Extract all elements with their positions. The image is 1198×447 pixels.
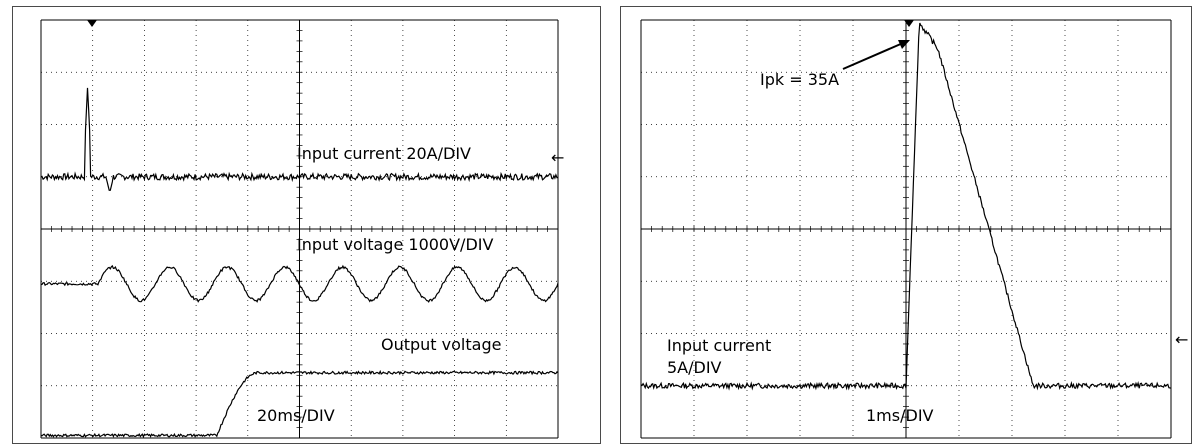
input-voltage-label: Input voltage 1000V/DIV	[297, 235, 493, 254]
trace-output-voltage	[40, 369, 559, 439]
scope-plot-left: Input current 20A/DIV Input voltage 1000…	[40, 19, 564, 439]
trace-input-current	[640, 22, 1172, 391]
timebase-label: 20ms/DIV	[257, 406, 335, 425]
trigger-marker	[904, 20, 914, 27]
output-voltage-label: Output voltage	[381, 335, 501, 354]
channel-marker: ←	[1175, 330, 1188, 349]
traces	[640, 22, 1172, 391]
peak-arrowhead	[898, 40, 910, 49]
traces	[40, 87, 559, 439]
channel-marker: ←	[551, 148, 564, 167]
peak-label: Ipk = 35A	[760, 70, 839, 89]
peak-arrow	[842, 42, 904, 70]
input-current-label: Input current 20A/DIV	[297, 144, 471, 163]
grid	[40, 19, 559, 439]
trace-input-voltage	[40, 264, 559, 303]
scope-panel-left: Input current 20A/DIV Input voltage 1000…	[12, 6, 601, 444]
scale-label: 5A/DIV	[667, 358, 722, 377]
scope-plot-right: Ipk = 35A Input current 5A/DIV 1ms/DIV ←	[640, 19, 1188, 439]
channel-label: Input current	[667, 336, 771, 355]
scope-panel-right: Ipk = 35A Input current 5A/DIV 1ms/DIV ←	[620, 6, 1192, 444]
timebase-label: 1ms/DIV	[866, 406, 934, 425]
trigger-marker	[87, 20, 97, 27]
trace-input-current	[40, 87, 559, 191]
